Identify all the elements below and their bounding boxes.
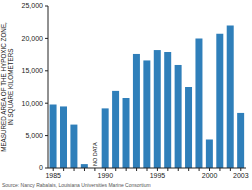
- svg-text:NO DATA: NO DATA: [92, 142, 98, 166]
- svg-text:15,000: 15,000: [22, 67, 44, 74]
- svg-text:1995: 1995: [150, 172, 166, 179]
- html-text:Source: Nancy Rabalais, Louisi: Source: Nancy Rabalais, Louisiana Univer…: [2, 182, 151, 188]
- svg-text:0: 0: [39, 164, 43, 171]
- svg-text:1985: 1985: [45, 172, 61, 179]
- svg-text:25,000: 25,000: [22, 2, 44, 9]
- svg-text:20,000: 20,000: [22, 35, 44, 42]
- svg-text:2003: 2003: [233, 172, 249, 179]
- svg-text:2000: 2000: [202, 172, 218, 179]
- svg-text:MEASURED AREA OF THE HYPOXIC Z: MEASURED AREA OF THE HYPOXIC ZONE,IN SQU…: [0, 22, 15, 152]
- svg-text:5,000: 5,000: [25, 132, 43, 139]
- svg-text:1990: 1990: [98, 172, 114, 179]
- svg-text:10,000: 10,000: [22, 100, 44, 107]
